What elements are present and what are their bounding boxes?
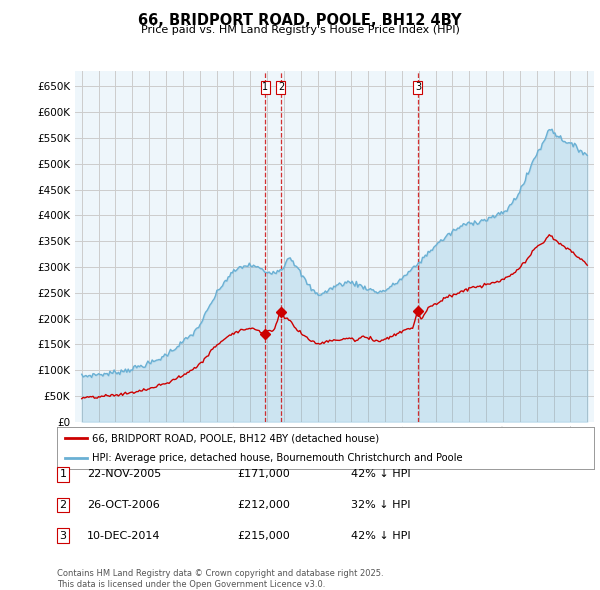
Text: Contains HM Land Registry data © Crown copyright and database right 2025.
This d: Contains HM Land Registry data © Crown c… — [57, 569, 383, 589]
Text: 42% ↓ HPI: 42% ↓ HPI — [351, 531, 410, 540]
Text: £212,000: £212,000 — [237, 500, 290, 510]
Text: 66, BRIDPORT ROAD, POOLE, BH12 4BY: 66, BRIDPORT ROAD, POOLE, BH12 4BY — [138, 13, 462, 28]
Text: 66, BRIDPORT ROAD, POOLE, BH12 4BY (detached house): 66, BRIDPORT ROAD, POOLE, BH12 4BY (deta… — [92, 433, 379, 443]
Text: 26-OCT-2006: 26-OCT-2006 — [87, 500, 160, 510]
Text: HPI: Average price, detached house, Bournemouth Christchurch and Poole: HPI: Average price, detached house, Bour… — [92, 453, 463, 463]
Text: 10-DEC-2014: 10-DEC-2014 — [87, 531, 161, 540]
Text: 3: 3 — [415, 83, 421, 92]
Text: 22-NOV-2005: 22-NOV-2005 — [87, 470, 161, 479]
Text: 3: 3 — [59, 531, 67, 540]
Text: £171,000: £171,000 — [237, 470, 290, 479]
Text: 2: 2 — [59, 500, 67, 510]
Text: 2: 2 — [278, 83, 284, 92]
Text: 1: 1 — [59, 470, 67, 479]
Text: Price paid vs. HM Land Registry's House Price Index (HPI): Price paid vs. HM Land Registry's House … — [140, 25, 460, 35]
Text: 32% ↓ HPI: 32% ↓ HPI — [351, 500, 410, 510]
Text: 1: 1 — [262, 83, 268, 92]
Text: £215,000: £215,000 — [237, 531, 290, 540]
Text: 42% ↓ HPI: 42% ↓ HPI — [351, 470, 410, 479]
